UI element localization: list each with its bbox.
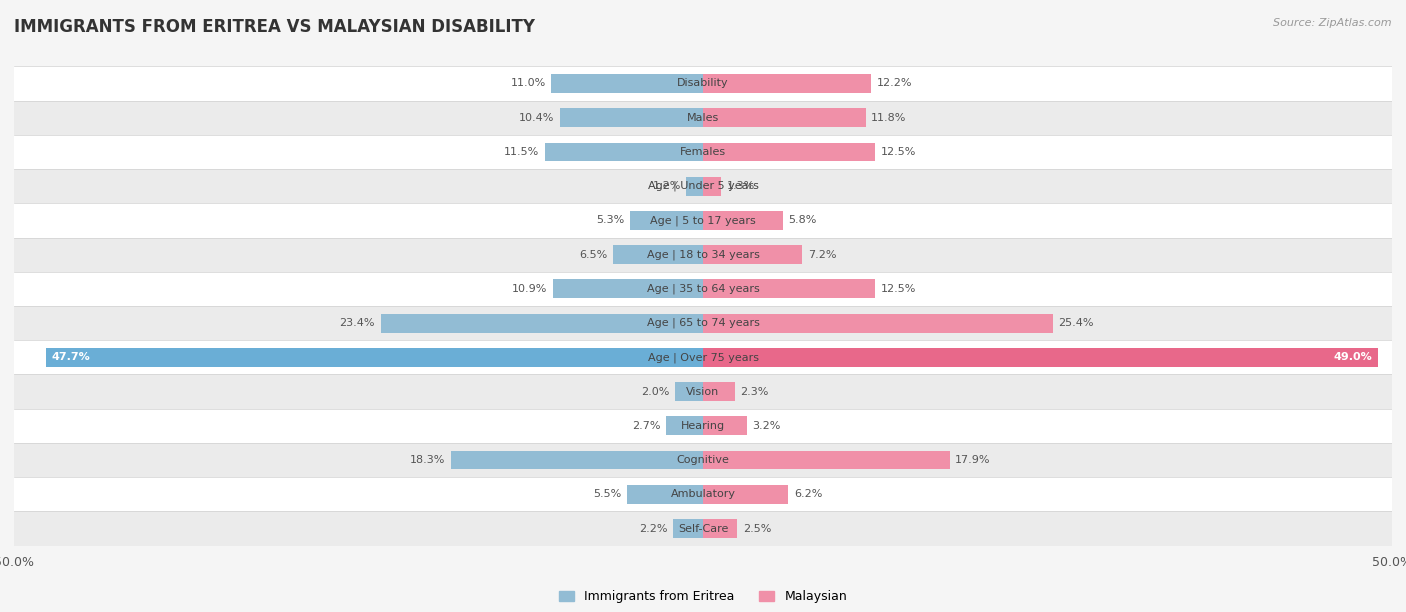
Bar xyxy=(14,340,1392,375)
Bar xyxy=(703,211,783,230)
Text: 5.5%: 5.5% xyxy=(593,490,621,499)
Bar xyxy=(627,485,703,504)
Text: 10.9%: 10.9% xyxy=(512,284,547,294)
Bar xyxy=(551,74,703,93)
Text: 47.7%: 47.7% xyxy=(51,353,90,362)
Text: 1.2%: 1.2% xyxy=(652,181,681,191)
Text: Ambulatory: Ambulatory xyxy=(671,490,735,499)
Text: 6.2%: 6.2% xyxy=(794,490,823,499)
Text: Cognitive: Cognitive xyxy=(676,455,730,465)
Text: Males: Males xyxy=(688,113,718,122)
Text: Self-Care: Self-Care xyxy=(678,523,728,534)
Text: 12.5%: 12.5% xyxy=(880,147,917,157)
Bar xyxy=(14,375,1392,409)
Text: 2.2%: 2.2% xyxy=(638,523,668,534)
Text: 25.4%: 25.4% xyxy=(1059,318,1094,328)
Text: Vision: Vision xyxy=(686,387,720,397)
Bar xyxy=(630,211,703,230)
Bar xyxy=(14,443,1392,477)
Bar xyxy=(14,100,1392,135)
Text: Hearing: Hearing xyxy=(681,421,725,431)
Text: 11.5%: 11.5% xyxy=(503,147,538,157)
Bar xyxy=(703,519,738,538)
Text: 6.5%: 6.5% xyxy=(579,250,607,259)
Bar xyxy=(46,348,703,367)
Bar xyxy=(613,245,703,264)
Text: 11.8%: 11.8% xyxy=(872,113,907,122)
Text: 5.8%: 5.8% xyxy=(789,215,817,225)
Text: 2.7%: 2.7% xyxy=(631,421,661,431)
Bar xyxy=(703,450,949,469)
Bar xyxy=(703,143,875,162)
Text: Age | 18 to 34 years: Age | 18 to 34 years xyxy=(647,250,759,260)
Bar xyxy=(544,143,703,162)
Bar xyxy=(666,416,703,435)
Text: Age | Over 75 years: Age | Over 75 years xyxy=(648,352,758,362)
Bar xyxy=(14,512,1392,546)
Bar xyxy=(14,237,1392,272)
Bar xyxy=(675,382,703,401)
Bar xyxy=(703,348,1378,367)
Text: 11.0%: 11.0% xyxy=(510,78,546,89)
Text: 1.3%: 1.3% xyxy=(727,181,755,191)
Text: 7.2%: 7.2% xyxy=(807,250,837,259)
Text: Source: ZipAtlas.com: Source: ZipAtlas.com xyxy=(1274,18,1392,28)
Bar xyxy=(672,519,703,538)
Bar xyxy=(14,409,1392,443)
Bar xyxy=(703,416,747,435)
Bar xyxy=(703,108,866,127)
Text: Age | 35 to 64 years: Age | 35 to 64 years xyxy=(647,283,759,294)
Bar xyxy=(14,306,1392,340)
Bar xyxy=(14,135,1392,169)
Bar xyxy=(14,203,1392,237)
Bar xyxy=(451,450,703,469)
Text: 2.5%: 2.5% xyxy=(742,523,772,534)
Text: 12.5%: 12.5% xyxy=(880,284,917,294)
Bar xyxy=(14,169,1392,203)
Bar xyxy=(703,382,735,401)
Bar xyxy=(14,272,1392,306)
Text: 49.0%: 49.0% xyxy=(1334,353,1372,362)
Bar xyxy=(560,108,703,127)
Text: 3.2%: 3.2% xyxy=(752,421,780,431)
Text: IMMIGRANTS FROM ERITREA VS MALAYSIAN DISABILITY: IMMIGRANTS FROM ERITREA VS MALAYSIAN DIS… xyxy=(14,18,536,36)
Bar xyxy=(703,485,789,504)
Bar xyxy=(703,74,872,93)
Text: Age | 65 to 74 years: Age | 65 to 74 years xyxy=(647,318,759,329)
Text: 2.3%: 2.3% xyxy=(740,387,769,397)
Bar xyxy=(686,177,703,196)
Text: 12.2%: 12.2% xyxy=(876,78,912,89)
Bar xyxy=(703,280,875,298)
Bar xyxy=(703,245,803,264)
Bar xyxy=(14,477,1392,512)
Text: 5.3%: 5.3% xyxy=(596,215,624,225)
Text: Age | Under 5 years: Age | Under 5 years xyxy=(648,181,758,192)
Text: 10.4%: 10.4% xyxy=(519,113,554,122)
Legend: Immigrants from Eritrea, Malaysian: Immigrants from Eritrea, Malaysian xyxy=(560,591,846,603)
Text: 23.4%: 23.4% xyxy=(340,318,375,328)
Text: Disability: Disability xyxy=(678,78,728,89)
Text: 17.9%: 17.9% xyxy=(955,455,991,465)
Bar xyxy=(703,177,721,196)
Bar xyxy=(14,66,1392,100)
Bar xyxy=(703,314,1053,332)
Text: 2.0%: 2.0% xyxy=(641,387,669,397)
Text: Age | 5 to 17 years: Age | 5 to 17 years xyxy=(650,215,756,226)
Bar xyxy=(553,280,703,298)
Text: Females: Females xyxy=(681,147,725,157)
Bar xyxy=(381,314,703,332)
Text: 18.3%: 18.3% xyxy=(411,455,446,465)
